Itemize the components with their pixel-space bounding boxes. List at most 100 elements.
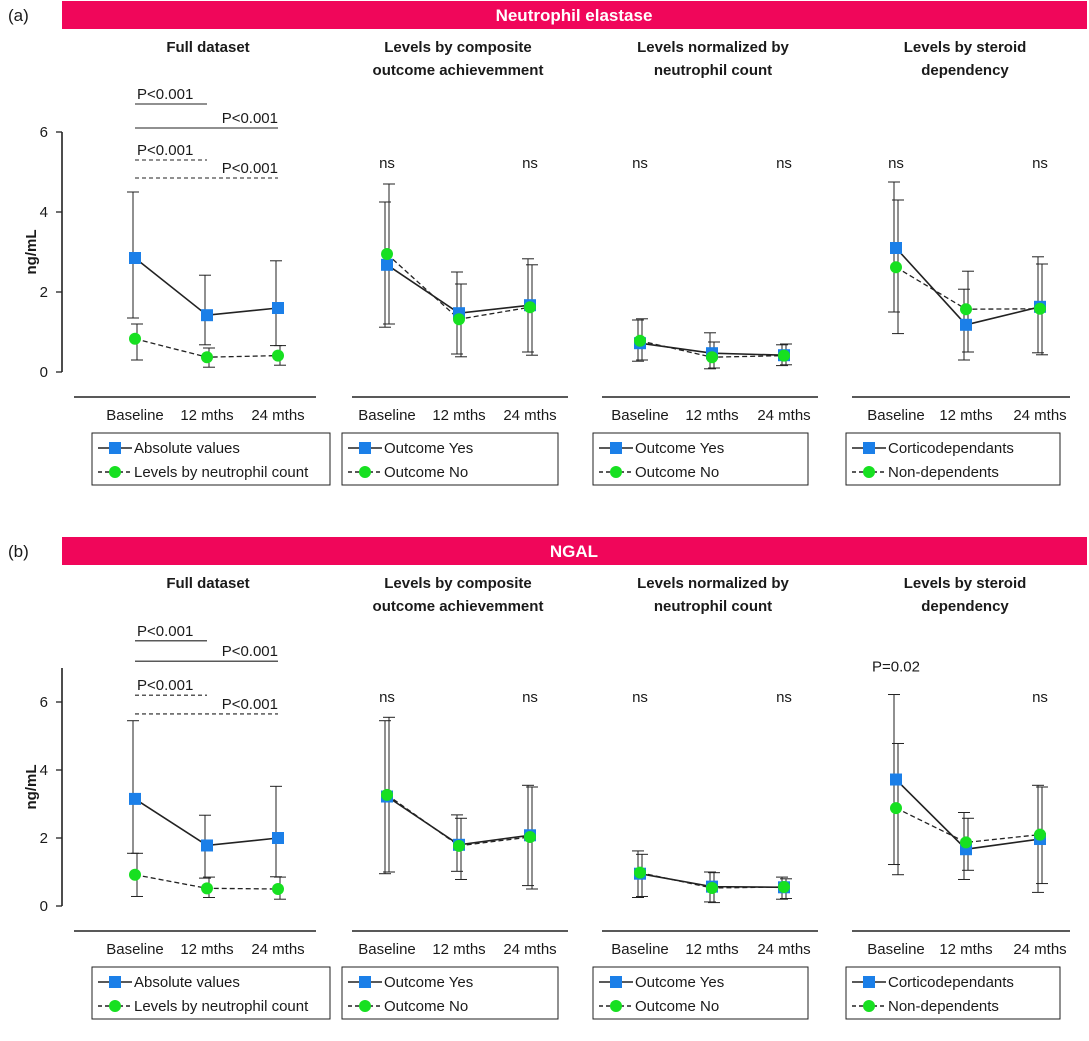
panel-banner [62, 1, 1087, 29]
legend-label: Outcome No [635, 998, 719, 1015]
data-point-square [129, 252, 141, 264]
p-value-label: P<0.001 [222, 110, 278, 127]
subplot-title: Full dataset [166, 575, 249, 592]
data-point-square [129, 792, 141, 805]
y-tick-label: 4 [40, 762, 48, 779]
subplot-a-1: Full dataset Baseline 12 mths 24 mths P<0.00… [74, 39, 331, 486]
legend-label: Outcome Yes [635, 974, 724, 991]
p-value-label: P<0.001 [222, 643, 278, 660]
significance-label: ns [632, 689, 648, 706]
x-tick-label: 12 mths [939, 941, 992, 958]
legend-box [845, 966, 1061, 1020]
panel-label: (a) [8, 6, 29, 25]
p-value-label: P<0.001 [222, 160, 278, 177]
x-tick-label: 12 mths [432, 407, 485, 424]
legend-box [341, 432, 559, 486]
p-value-label: P<0.001 [137, 86, 193, 103]
y-tick-label: 6 [40, 694, 48, 711]
legend-square-marker [359, 442, 371, 454]
legend-label: Corticodependants [888, 440, 1014, 457]
legend-circle-marker [610, 466, 622, 478]
legend-label: Outcome No [384, 464, 468, 481]
data-point-circle [524, 301, 536, 314]
x-tick-label: 12 mths [180, 941, 233, 958]
legend-box [91, 432, 331, 486]
data-point-circle [272, 349, 284, 362]
subplot-title: Levels normalized by [637, 575, 789, 592]
data-point-square [201, 309, 213, 322]
y-tick-label: 0 [40, 364, 48, 381]
data-point-square [890, 242, 902, 254]
subplot-title: Levels by steroid [904, 575, 1027, 592]
legend-square-marker [610, 976, 622, 988]
significance-label: ns [776, 155, 792, 172]
x-tick-label: 24 mths [503, 407, 556, 424]
legend-label: Non-dependents [888, 464, 999, 481]
legend-circle-marker [863, 466, 875, 478]
x-tick-label: Baseline [358, 941, 416, 958]
x-tick-label: 12 mths [180, 407, 233, 424]
legend-label: Outcome No [635, 464, 719, 481]
subplot-title: neutrophil count [654, 598, 772, 615]
series-line [895, 807, 1041, 844]
legend-box [845, 432, 1061, 486]
x-tick-label: 12 mths [432, 941, 485, 958]
subplot-b-1: Full dataset Baseline 12 mths 24 mths P<0.00… [74, 575, 331, 1020]
significance-label: ns [776, 689, 792, 706]
legend-square-marker [863, 976, 875, 988]
y-tick-label: 4 [40, 204, 48, 221]
series-line [386, 795, 531, 846]
subplot-title: outcome achievemment [373, 62, 544, 79]
significance-label: ns [379, 155, 395, 172]
data-point-circle [453, 839, 465, 852]
data-point-circle [453, 313, 465, 326]
subplot-title: neutrophil count [654, 62, 772, 79]
legend-circle-marker [109, 466, 121, 478]
x-tick-label: Baseline [611, 407, 669, 424]
legend-circle-marker [359, 466, 371, 478]
y-tick-label: 6 [40, 124, 48, 141]
y-tick-label: 0 [40, 898, 48, 915]
subplot-b-4: Levels by steroid dependency Baseline 12 mt… [845, 575, 1070, 1020]
data-point-circle [129, 332, 141, 345]
legend-square-marker [359, 976, 371, 988]
legend-square-marker [109, 442, 121, 454]
data-point-circle [634, 866, 646, 879]
legend-square-marker [863, 442, 875, 454]
data-point-circle [634, 334, 646, 347]
x-tick-label: 24 mths [757, 407, 810, 424]
x-tick-label: 12 mths [939, 407, 992, 424]
legend-circle-marker [863, 1000, 875, 1012]
data-point-circle [201, 882, 213, 895]
y-axis-label: ng/mL [23, 765, 40, 810]
subplot-b-2: Levels by composite outcome achievemment B… [341, 575, 568, 1020]
data-point-circle [890, 261, 902, 274]
data-point-square [201, 839, 213, 852]
p-value-label: P<0.001 [222, 696, 278, 713]
x-tick-label: Baseline [358, 407, 416, 424]
legend-label: Corticodependants [888, 974, 1014, 991]
series-line [134, 257, 279, 317]
data-point-circle [129, 868, 141, 881]
y-tick-label: 2 [40, 284, 48, 301]
data-point-circle [381, 248, 393, 260]
subplot-title: dependency [921, 598, 1009, 615]
data-point-circle [1034, 302, 1046, 315]
legend-label: Absolute values [134, 440, 240, 457]
subplot-title: Levels by composite [384, 575, 532, 592]
data-point-circle [960, 303, 972, 316]
significance-label: ns [522, 689, 538, 706]
subplot-a-4: Levels by steroid dependency Baseline 12 mt… [845, 39, 1070, 486]
subplot-title: dependency [921, 62, 1009, 79]
x-tick-label: 12 mths [685, 941, 738, 958]
p-value-label: P<0.001 [137, 623, 193, 640]
legend-label: Absolute values [134, 974, 240, 991]
data-point-square [272, 832, 284, 844]
data-point-circle [706, 351, 718, 364]
subplot-title: Full dataset [166, 39, 249, 56]
legend-box [592, 432, 809, 486]
subplot-title: Levels by composite [384, 39, 532, 56]
x-tick-label: Baseline [867, 407, 925, 424]
significance-label: ns [379, 689, 395, 706]
data-point-circle [706, 881, 718, 894]
